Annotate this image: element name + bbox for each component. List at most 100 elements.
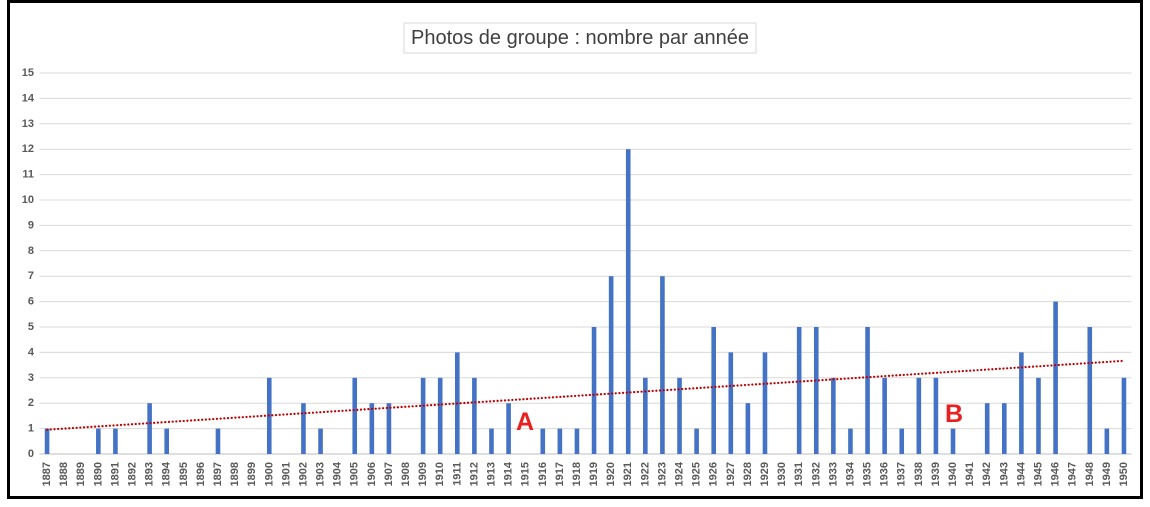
bar (865, 327, 870, 454)
bar (1036, 377, 1041, 454)
y-tick-label: 5 (28, 321, 34, 333)
x-axis-tick-labels: 1887 1888 1889 1890 1891 1892 1893 1894 1895 1896… (41, 461, 1130, 486)
bar (574, 428, 580, 454)
y-tick-label: 6 (28, 296, 34, 308)
bar (745, 403, 751, 454)
x-tick-label: 1947 (1067, 462, 1079, 486)
bar (506, 403, 511, 454)
bar (1053, 301, 1058, 454)
trendline (45, 359, 1126, 431)
bar (147, 403, 152, 454)
bar (933, 377, 939, 454)
bar (882, 377, 887, 454)
bar (540, 428, 546, 454)
x-tick-label: 1892 (127, 462, 139, 486)
annotations: A B (516, 400, 963, 436)
bar (472, 377, 477, 454)
y-tick-label: 14 (22, 92, 35, 104)
x-tick-label: 1922 (639, 462, 651, 486)
x-tick-label: 1943 (998, 462, 1010, 486)
chart-frame (7, 0, 1143, 499)
x-tick-label: 1887 (41, 462, 53, 486)
x-tick-label: 1920 (605, 462, 617, 486)
bars (44, 149, 1127, 454)
y-tick-label: 3 (28, 372, 34, 384)
x-tick-label: 1911 (451, 462, 463, 486)
x-tick-label: 1921 (622, 462, 634, 486)
x-tick-label: 1912 (468, 462, 480, 486)
bar (1121, 377, 1127, 454)
chart-title-group: Photos de groupe : nombre par année (403, 22, 757, 54)
y-tick-label: 8 (28, 245, 34, 257)
x-tick-label: 1937 (896, 462, 908, 486)
bar (762, 352, 768, 454)
bar (420, 377, 426, 454)
x-tick-label: 1916 (537, 462, 549, 486)
y-tick-label: 15 (22, 67, 34, 79)
x-tick-label: 1926 (708, 462, 720, 486)
y-tick-label: 9 (28, 219, 34, 231)
x-tick-label: 1950 (1118, 462, 1130, 486)
y-tick-label: 12 (22, 143, 34, 155)
x-tick-label: 1925 (691, 462, 703, 486)
x-tick-label: 1928 (742, 462, 754, 486)
bar (318, 428, 323, 454)
bar (386, 403, 392, 454)
x-tick-label: 1906 (366, 462, 378, 486)
bar (813, 327, 819, 454)
x-tick-label: 1924 (674, 461, 686, 486)
annotation-b: B (945, 400, 963, 428)
x-tick-label: 1909 (417, 462, 429, 486)
x-tick-label: 1944 (1015, 461, 1027, 486)
bar (728, 352, 734, 454)
bar (1002, 403, 1007, 454)
x-tick-label: 1895 (178, 462, 190, 486)
x-tick-label: 1901 (280, 462, 292, 486)
x-tick-label: 1931 (793, 462, 805, 486)
bar (1104, 428, 1110, 454)
annotation-a: A (516, 408, 534, 436)
x-tick-label: 1918 (571, 462, 583, 486)
bar (215, 428, 221, 454)
bar (608, 276, 614, 454)
x-tick-label: 1894 (161, 461, 173, 486)
x-tick-label: 1940 (947, 462, 959, 486)
x-tick-label: 1910 (434, 462, 446, 486)
bar (694, 428, 699, 454)
x-tick-label: 1933 (827, 462, 839, 486)
y-tick-label: 1 (28, 423, 34, 435)
x-tick-label: 1896 (195, 462, 207, 486)
bar (643, 377, 648, 454)
x-tick-label: 1948 (1084, 462, 1096, 486)
bar (96, 428, 101, 454)
bar (950, 428, 956, 454)
x-tick-label: 1902 (297, 462, 309, 486)
bar (352, 377, 358, 454)
bar (591, 327, 597, 454)
y-tick-label: 4 (28, 346, 35, 358)
x-tick-label: 1917 (554, 462, 566, 486)
x-tick-label: 1914 (503, 461, 515, 486)
x-tick-label: 1904 (332, 461, 344, 486)
y-tick-label: 2 (28, 397, 34, 409)
x-tick-label: 1898 (229, 462, 241, 486)
bar (164, 428, 169, 454)
bar (848, 428, 853, 454)
x-tick-label: 1949 (1101, 462, 1113, 486)
x-tick-label: 1945 (1032, 462, 1044, 486)
bar (1087, 327, 1093, 454)
y-tick-label: 10 (22, 194, 34, 206)
bar (677, 377, 682, 454)
bar (831, 377, 836, 454)
x-tick-label: 1919 (588, 462, 600, 486)
x-tick-label: 1946 (1050, 462, 1062, 486)
x-tick-label: 1923 (656, 462, 668, 486)
x-tick-label: 1936 (879, 462, 891, 486)
x-tick-label: 1927 (725, 462, 737, 486)
x-tick-label: 1930 (776, 462, 788, 486)
bar (1019, 352, 1024, 454)
bar (301, 403, 306, 454)
x-tick-label: 1908 (400, 462, 412, 486)
bar (44, 428, 50, 454)
bar (489, 428, 494, 454)
